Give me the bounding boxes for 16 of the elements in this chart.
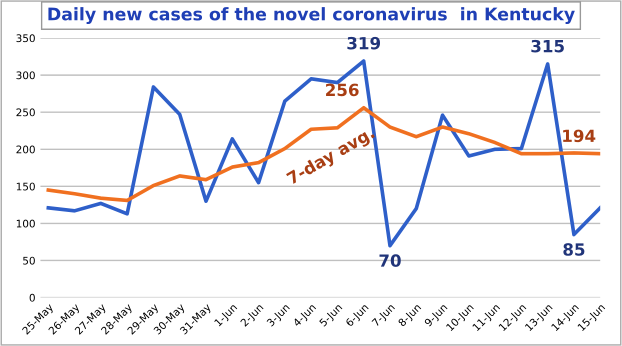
y-tick-label: 0: [30, 294, 35, 302]
y-tick-label: 150: [16, 182, 35, 190]
y-tick-label: 300: [16, 71, 35, 80]
y-tick-label: 250: [16, 108, 35, 116]
y-tick-label: 50: [23, 256, 35, 265]
data-label: 70: [379, 254, 401, 267]
data-label: 319: [347, 36, 380, 50]
line-series: [46, 106, 600, 202]
data-label: 85: [563, 243, 584, 256]
y-tick-label: 350: [16, 34, 35, 42]
data-label: 256: [326, 84, 359, 96]
data-label: 194: [563, 130, 596, 142]
y-tick-label: 200: [16, 146, 35, 154]
chart-title: Daily new cases of the novel coronavirus in Kentucky: [48, 7, 575, 24]
data-label: 315: [531, 40, 564, 52]
y-tick-label: 100: [16, 220, 35, 228]
